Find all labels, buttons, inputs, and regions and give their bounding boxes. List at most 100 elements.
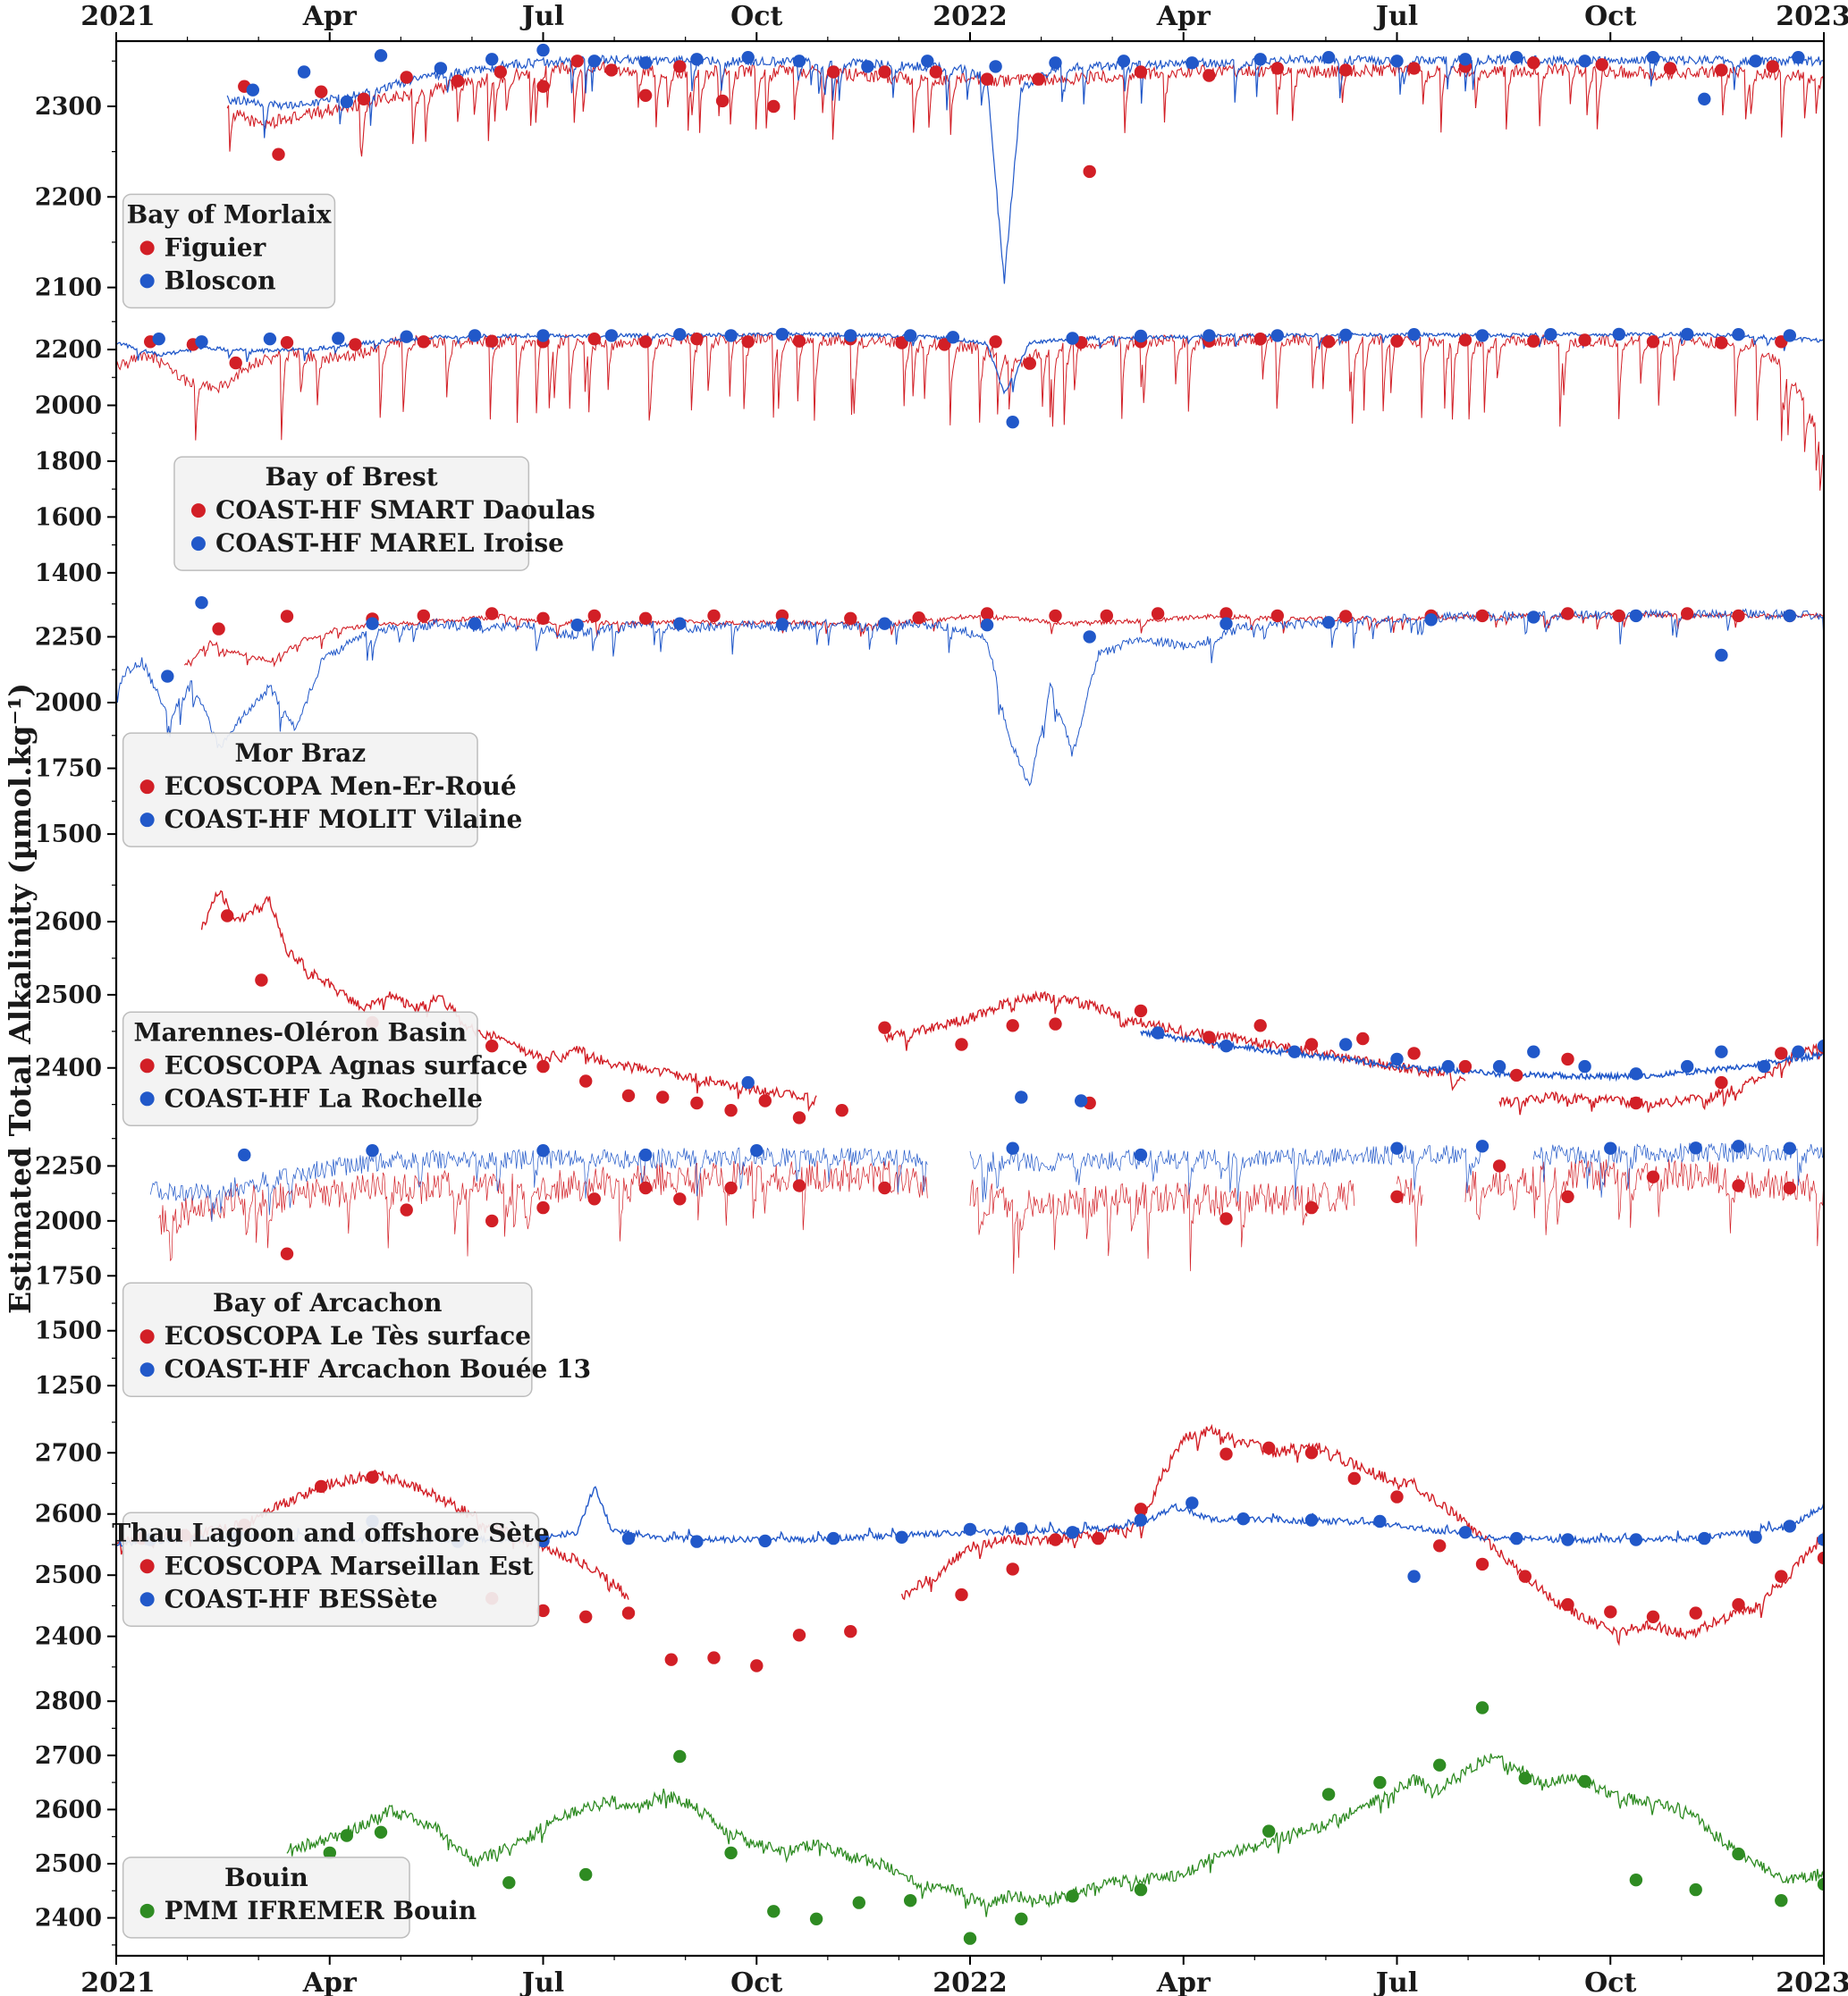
- legend-label: COAST-HF La Rochelle: [165, 1083, 483, 1113]
- legend-label: COAST-HF MOLIT Vilaine: [165, 804, 523, 834]
- legend-label: COAST-HF BESSète: [165, 1584, 438, 1613]
- y-tick-label: 2400: [35, 1905, 102, 1933]
- y-tick-label: 2000: [35, 689, 102, 717]
- y-tick-label: 2400: [35, 1623, 102, 1651]
- x-tick-label: Oct: [730, 1, 782, 32]
- scatter-figuier: [238, 55, 1779, 179]
- legend-marker-figuier: [139, 240, 155, 256]
- line-ecoscopa-agnas-surface: [883, 990, 1466, 1091]
- x-tick-label: 2021: [80, 1967, 156, 1996]
- scatter-ecoscopa-le-t-s-surface: [280, 1159, 1797, 1260]
- legend-title: Bay of Arcachon: [213, 1288, 442, 1318]
- panel-thau-lagoon-and-offshore-s-te: 2400 2500 2600 2700 Thau Lagoon and offshore…: [35, 1421, 1823, 1672]
- y-tick-label: 2800: [35, 1688, 102, 1715]
- y-tick-label: 1400: [35, 560, 102, 587]
- y-axis-marennes-ol-ron-basin: 2400 2500 2600: [35, 884, 116, 1106]
- x-tick-label: Jul: [519, 1, 564, 32]
- line-coast-hf-la-rochelle: [1140, 1029, 1823, 1082]
- y-tick-label: 2000: [35, 1208, 102, 1235]
- panel-bay-of-arcachon: 1250 1500 1750 2000 2250 Bay of ArcachonECOSC…: [35, 1138, 1823, 1400]
- y-axis-mor-braz: 1500 1750 2000 2250: [35, 603, 116, 848]
- x-tick-label: Apr: [302, 1, 358, 32]
- legend-label: ECOSCOPA Le Tès surface: [165, 1321, 531, 1351]
- y-tick-label: 1500: [35, 1318, 102, 1345]
- panel-bay-of-brest: 1400 1600 1800 2000 2200 Bay of BrestCOAST-HF…: [35, 321, 1823, 587]
- line-bloscon: [226, 54, 1823, 284]
- x-tick-label: Oct: [1584, 1967, 1636, 1996]
- y-tick-label: 2250: [35, 1152, 102, 1180]
- x-tick-label: Apr: [1156, 1967, 1211, 1996]
- y-tick-label: 2200: [35, 336, 102, 364]
- line-coast-hf-molit-vilaine: [117, 608, 1823, 787]
- y-axis-thau-lagoon-and-offshore-s-te: 2400 2500 2600 2700: [35, 1421, 116, 1668]
- legend-marker-coast-hf-la-rochelle: [139, 1091, 155, 1107]
- legend-marker-coast-hf-marel-iroise: [190, 536, 206, 552]
- y-tick-label: 2200: [35, 183, 102, 211]
- y-tick-label: 2000: [35, 392, 102, 419]
- line-figuier: [226, 60, 1823, 157]
- line-coast-hf-arcachon-bou-e-13: [1532, 1142, 1823, 1198]
- legend-marker-bloscon: [139, 274, 155, 289]
- x-tick-label: 2021: [80, 1, 156, 32]
- y-tick-label: 2500: [35, 981, 102, 1009]
- legend-title: Mor Braz: [235, 738, 367, 768]
- x-axis-bottom: 2021 Apr Jul Oct 2022 Apr Jul Oct 2023: [80, 1956, 1848, 1996]
- y-tick-label: 2250: [35, 623, 102, 651]
- x-tick-label: Jul: [519, 1967, 564, 1996]
- y-axis-bay-of-morlaix: 2100 2200 2300: [35, 60, 116, 302]
- x-axis-top: 2021 Apr Jul Oct 2022 Apr Jul Oct 2023: [80, 1, 1848, 41]
- legend-marker-coast-hf-bess-te: [139, 1592, 155, 1607]
- legend-label: ECOSCOPA Agnas surface: [165, 1050, 528, 1080]
- legend-marker-ecoscopa-marseillan-est: [139, 1559, 155, 1574]
- scatter-coast-hf-la-rochelle: [741, 1026, 1823, 1107]
- line-ecoscopa-le-t-s-surface: [1397, 1175, 1423, 1247]
- legend-bouin: Bouin PMM IFREMER Bouin: [122, 1857, 477, 1939]
- legend-marker-coast-hf-smart-daoulas: [190, 503, 206, 518]
- legend-title: Marennes-Oléron Basin: [134, 1017, 468, 1047]
- x-tick-label: Oct: [730, 1967, 782, 1996]
- legend-title: Bay of Brest: [266, 462, 438, 492]
- y-tick-label: 1750: [35, 755, 102, 783]
- y-axis-bay-of-arcachon: 1250 1500 1750 2000 2250: [35, 1138, 116, 1400]
- x-tick-label: Jul: [1373, 1, 1418, 32]
- legend-marker-coast-hf-molit-vilaine: [139, 813, 155, 828]
- y-tick-label: 2300: [35, 93, 102, 121]
- y-tick-label: 2500: [35, 1850, 102, 1878]
- legend-label: ECOSCOPA Men-Er-Roué: [165, 771, 517, 801]
- y-tick-label: 2100: [35, 274, 102, 302]
- x-tick-label: Oct: [1584, 1, 1636, 32]
- line-ecoscopa-le-t-s-surface: [969, 1179, 1355, 1274]
- x-tick-label: 2023: [1776, 1967, 1848, 1996]
- legend-title: Thau Lagoon and offshore Sète: [112, 1518, 550, 1547]
- line-ecoscopa-agnas-surface: [1498, 1042, 1823, 1116]
- legend-label: Figuier: [165, 232, 267, 262]
- y-tick-label: 2600: [35, 1501, 102, 1529]
- y-tick-label: 2700: [35, 1742, 102, 1770]
- y-tick-label: 1600: [35, 503, 102, 531]
- legend-marker-ecoscopa-le-t-s-surface: [139, 1329, 155, 1344]
- line-coast-hf-arcachon-bou-e-13: [149, 1147, 928, 1223]
- legend-marker-pmm-ifremer-bouin: [139, 1903, 155, 1918]
- legend-label: Bloscon: [165, 265, 276, 295]
- legend-thau-lagoon-and-offshore-s-te: Thau Lagoon and offshore Sète ECOSCOPA Ma…: [112, 1512, 550, 1628]
- y-tick-label: 1800: [35, 448, 102, 476]
- legend-marker-coast-hf-arcachon-bou-e-13: [139, 1362, 155, 1377]
- y-tick-label: 2600: [35, 908, 102, 936]
- y-tick-label: 1750: [35, 1262, 102, 1290]
- legend-label: COAST-HF SMART Daoulas: [215, 495, 595, 525]
- x-tick-label: 2022: [932, 1, 1008, 32]
- y-tick-label: 2600: [35, 1796, 102, 1823]
- y-axis-title: Estimated Total Alkalinity (µmol.kg⁻¹): [3, 683, 38, 1314]
- y-axis-bouin: 2400 2500 2600 2700 2800: [35, 1688, 116, 1946]
- scatter-bloscon: [246, 43, 1805, 109]
- scatter-coast-hf-molit-vilaine: [161, 596, 1797, 683]
